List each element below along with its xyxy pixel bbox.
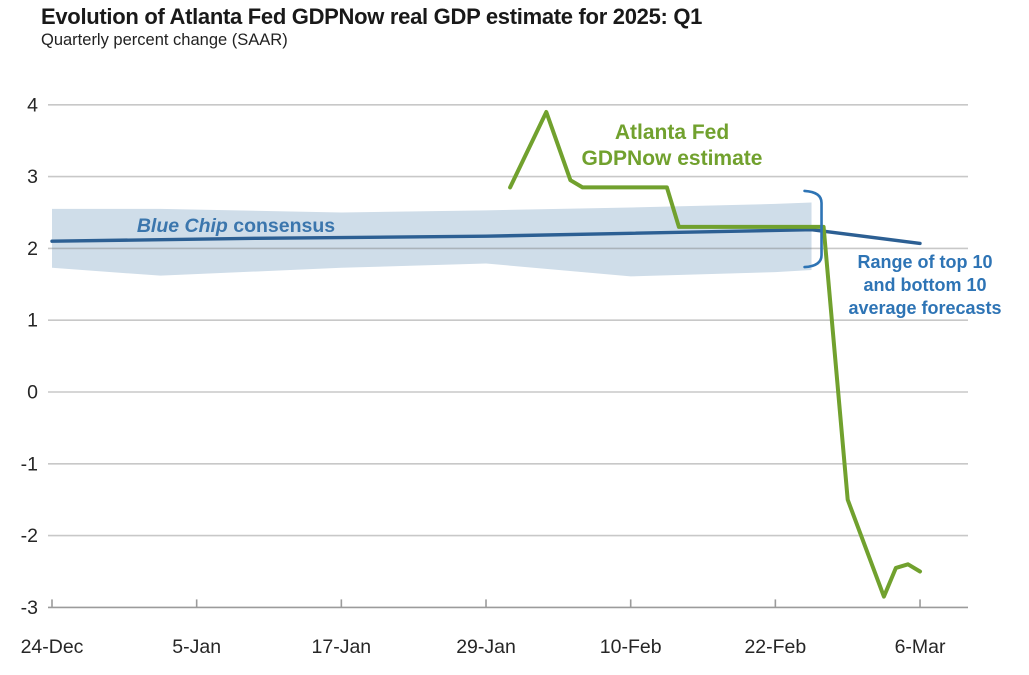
bluechip-series-label-italic: Blue Chip bbox=[136, 215, 228, 237]
y-tick-label--1: -1 bbox=[21, 453, 38, 475]
x-tick-label-6-Mar: 6-Mar bbox=[895, 636, 946, 658]
range-annotation-line1: Range of top 10 bbox=[857, 252, 993, 272]
y-tick-label-2: 2 bbox=[27, 238, 38, 260]
chart-title: Evolution of Atlanta Fed GDPNow real GDP… bbox=[41, 4, 703, 29]
x-tick-label-5-Jan: 5-Jan bbox=[172, 636, 221, 658]
gdpnow-series-label: Atlanta Fed GDPNow estimate bbox=[556, 120, 788, 172]
y-tick-label--3: -3 bbox=[21, 597, 38, 619]
bluechip-series-label: Blue Chip consensus bbox=[125, 215, 347, 238]
x-tick-label-10-Feb: 10-Feb bbox=[600, 636, 662, 658]
range-annotation-line3: average forecasts bbox=[848, 298, 1002, 318]
gdpnow-series-label-line2: GDPNow estimate bbox=[581, 147, 763, 170]
chart-subtitle: Quarterly percent change (SAAR) bbox=[41, 31, 288, 49]
y-tick-label--2: -2 bbox=[21, 525, 38, 547]
x-tick-label-22-Feb: 22-Feb bbox=[744, 636, 806, 658]
x-tick-label-24-Dec: 24-Dec bbox=[21, 636, 84, 658]
y-tick-label-1: 1 bbox=[27, 310, 38, 332]
x-tick-label-29-Jan: 29-Jan bbox=[456, 636, 516, 658]
bluechip-consensus-line bbox=[50, 228, 922, 246]
gdpnow-series-label-line1: Atlanta Fed bbox=[614, 121, 730, 144]
bluechip-series-label-rest: consensus bbox=[227, 215, 336, 237]
range-annotation-line2: and bottom 10 bbox=[863, 275, 987, 295]
gdpnow-estimate-line bbox=[508, 110, 922, 599]
y-tick-label-3: 3 bbox=[27, 166, 38, 188]
x-tick-label-17-Jan: 17-Jan bbox=[312, 636, 372, 658]
range-annotation-label: Range of top 10 and bottom 10 average fo… bbox=[828, 251, 1022, 320]
y-tick-label-4: 4 bbox=[27, 94, 38, 116]
y-tick-label-0: 0 bbox=[27, 382, 38, 404]
range-bracket bbox=[803, 189, 823, 269]
forecast-range-band bbox=[52, 202, 812, 277]
